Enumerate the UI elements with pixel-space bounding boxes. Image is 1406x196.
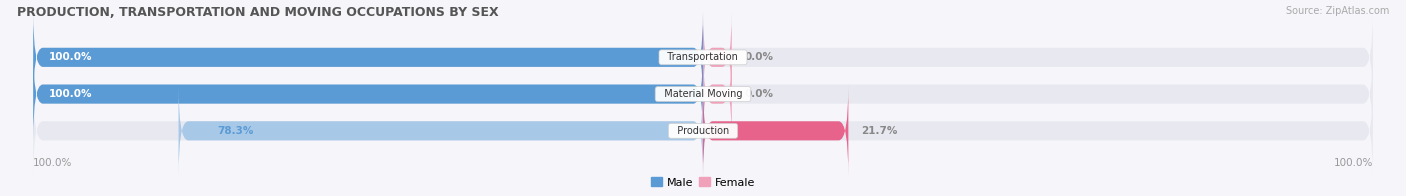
FancyBboxPatch shape: [179, 85, 703, 176]
FancyBboxPatch shape: [34, 49, 703, 140]
Text: 100.0%: 100.0%: [49, 89, 93, 99]
Text: 100.0%: 100.0%: [1333, 158, 1372, 168]
Legend: Male, Female: Male, Female: [647, 173, 759, 192]
Text: 0.0%: 0.0%: [744, 52, 773, 62]
FancyBboxPatch shape: [34, 12, 703, 103]
Text: 78.3%: 78.3%: [217, 126, 253, 136]
FancyBboxPatch shape: [703, 12, 1372, 103]
Text: Material Moving: Material Moving: [658, 89, 748, 99]
Text: 0.0%: 0.0%: [744, 89, 773, 99]
Text: PRODUCTION, TRANSPORTATION AND MOVING OCCUPATIONS BY SEX: PRODUCTION, TRANSPORTATION AND MOVING OC…: [17, 6, 499, 19]
FancyBboxPatch shape: [703, 85, 1372, 176]
Text: 21.7%: 21.7%: [860, 126, 897, 136]
FancyBboxPatch shape: [34, 49, 703, 140]
Text: 100.0%: 100.0%: [34, 158, 73, 168]
Text: Transportation: Transportation: [661, 52, 745, 62]
FancyBboxPatch shape: [703, 85, 848, 176]
FancyBboxPatch shape: [34, 85, 703, 176]
FancyBboxPatch shape: [703, 49, 1372, 140]
FancyBboxPatch shape: [703, 49, 731, 140]
Text: 100.0%: 100.0%: [49, 52, 93, 62]
FancyBboxPatch shape: [34, 12, 703, 103]
Text: Source: ZipAtlas.com: Source: ZipAtlas.com: [1285, 6, 1389, 16]
FancyBboxPatch shape: [703, 12, 731, 103]
Text: Production: Production: [671, 126, 735, 136]
